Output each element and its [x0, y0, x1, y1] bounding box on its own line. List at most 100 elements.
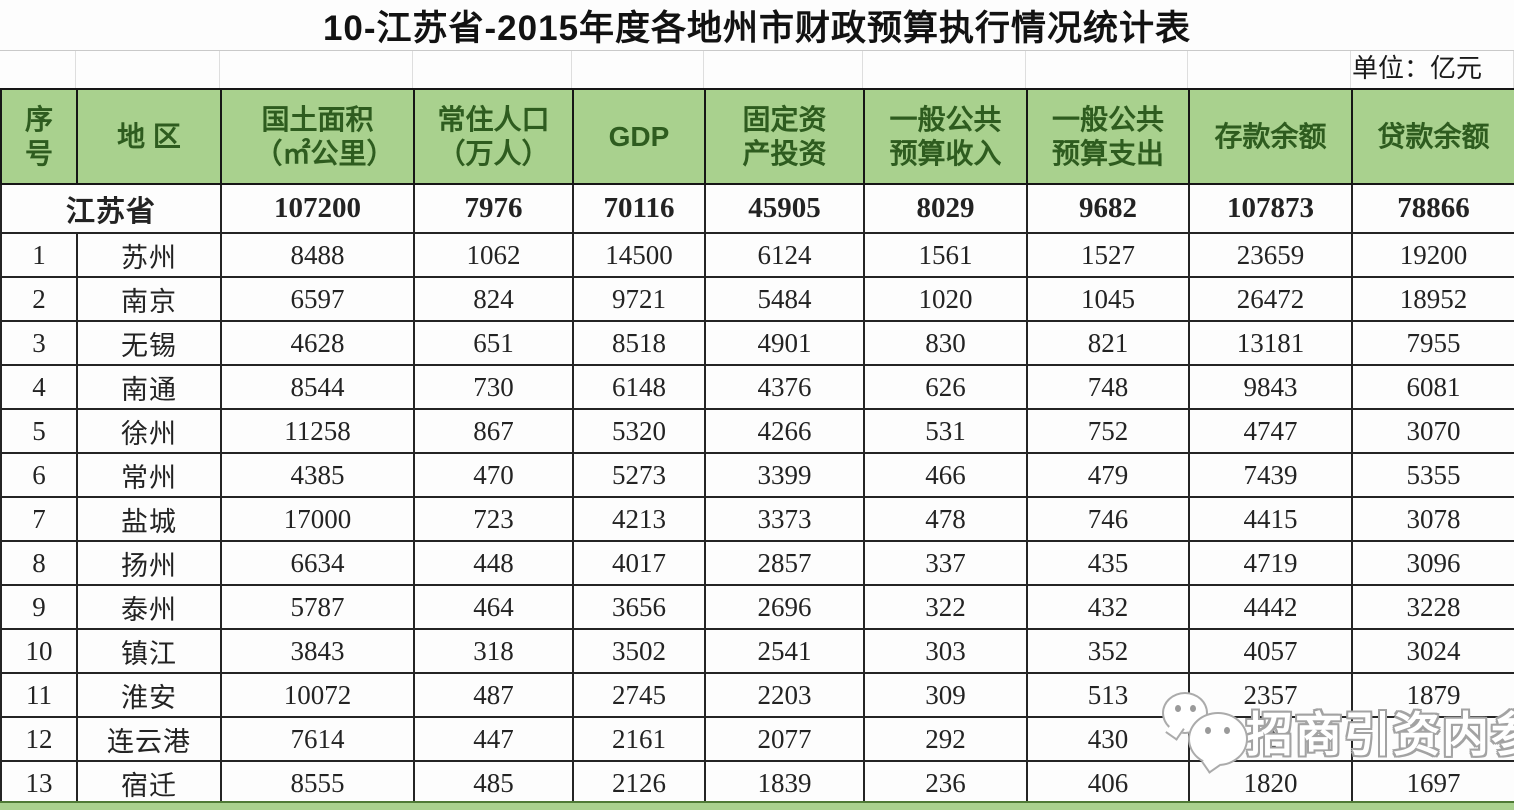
budget-table: 序号 地 区 国土面积（㎡公里） 常住人口（万人） GDP 固定资产投资 一般公…: [0, 88, 1514, 806]
value-cell: 6148: [572, 364, 706, 410]
value-cell: 8555: [220, 760, 415, 806]
value-cell: 107200: [220, 183, 415, 234]
value-cell: 8029: [863, 183, 1028, 234]
region-name: 南通: [76, 364, 222, 410]
bottom-green-strip: [0, 801, 1514, 810]
col-header-label: 国土面积（㎡公里）: [254, 103, 395, 169]
region-name: 泰州: [76, 584, 222, 630]
value-cell: 4266: [704, 408, 865, 454]
region-name: 连云港: [76, 716, 222, 762]
summary-row: 江苏省 107200 7976 70116 45905 8029 9682 10…: [0, 183, 1514, 234]
col-header-budget-expenditure: 一般公共预算支出: [1026, 88, 1190, 185]
value-cell: 11258: [220, 408, 415, 454]
table-row: 11 淮安 10072 487 2745 2203 309 513 2357 1…: [0, 672, 1514, 718]
value-cell: 4057: [1188, 628, 1353, 674]
value-cell: 1561: [863, 232, 1028, 278]
value-cell: 430: [1026, 716, 1190, 762]
value-cell: 2077: [704, 716, 865, 762]
value-cell: 8544: [220, 364, 415, 410]
col-header-label: 贷款余额: [1377, 120, 1490, 152]
value-cell: 748: [1026, 364, 1190, 410]
value-cell: 1697: [1351, 760, 1514, 806]
value-cell: 867: [413, 408, 574, 454]
value-cell: 626: [863, 364, 1028, 410]
value-cell: 4719: [1188, 540, 1353, 586]
row-number: 13: [0, 760, 78, 806]
value-cell: 2857: [704, 540, 865, 586]
value-cell: 406: [1026, 760, 1190, 806]
page-title: 10-江苏省-2015年度各地州市财政预算执行情况统计表: [322, 8, 1192, 48]
table-row: 3 无锡 4628 651 8518 4901 830 821 13181 79…: [0, 320, 1514, 366]
value-cell: 4901: [704, 320, 865, 366]
value-cell: 5484: [704, 276, 865, 322]
value-cell: 1020: [863, 276, 1028, 322]
value-cell: 478: [863, 496, 1028, 542]
value-cell: 23659: [1188, 232, 1353, 278]
value-cell: 7976: [413, 183, 574, 234]
value-cell: 746: [1026, 496, 1190, 542]
table-row: 9 泰州 5787 464 3656 2696 322 432 4442 322…: [0, 584, 1514, 630]
table-row: 10 镇江 3843 318 3502 2541 303 352 4057 30…: [0, 628, 1514, 674]
value-cell: 824: [413, 276, 574, 322]
col-header-label: 一般公共预算收入: [889, 103, 1002, 169]
value-cell: 7955: [1351, 320, 1514, 366]
value-cell: 318: [413, 628, 574, 674]
col-header-deposit-balance: 存款余额: [1188, 88, 1353, 185]
table-row: 1 苏州 8488 1062 14500 6124 1561 1527 2365…: [0, 232, 1514, 278]
table-body: 江苏省 107200 7976 70116 45905 8029 9682 10…: [0, 183, 1514, 806]
value-cell: 1839: [704, 760, 865, 806]
region-name: 常州: [76, 452, 222, 498]
value-cell: 6081: [1351, 364, 1514, 410]
row-number: 9: [0, 584, 78, 630]
value-cell: 13181: [1188, 320, 1353, 366]
grid-line: [704, 51, 863, 88]
row-number: 3: [0, 320, 78, 366]
value-cell: 3228: [1351, 584, 1514, 630]
value-cell: 3024: [1351, 628, 1514, 674]
value-cell: 1820: [1188, 760, 1353, 806]
value-cell: 752: [1026, 408, 1190, 454]
region-name: 南京: [76, 276, 222, 322]
region-name: 江苏省: [0, 183, 222, 234]
value-cell: 487: [413, 672, 574, 718]
unit-band: 单位：亿元: [0, 50, 1514, 88]
row-number: 2: [0, 276, 78, 322]
value-cell: 7439: [1188, 452, 1353, 498]
value-cell: 1045: [1026, 276, 1190, 322]
value-cell: 5787: [220, 584, 415, 630]
col-header-loan-balance: 贷款余额: [1351, 88, 1514, 185]
value-cell: 1062: [413, 232, 574, 278]
value-cell: 4747: [1188, 408, 1353, 454]
value-cell: 4213: [572, 496, 706, 542]
value-cell: 447: [413, 716, 574, 762]
unit-label: 单位：亿元: [1351, 53, 1482, 83]
value-cell: 8488: [220, 232, 415, 278]
row-number: 4: [0, 364, 78, 410]
value-cell: 5273: [572, 452, 706, 498]
value-cell: 464: [413, 584, 574, 630]
value-cell: 5355: [1351, 452, 1514, 498]
value-cell: 78866: [1351, 183, 1514, 234]
region-name: 无锡: [76, 320, 222, 366]
value-cell: 485: [413, 760, 574, 806]
header-row: 序号 地 区 国土面积（㎡公里） 常住人口（万人） GDP 固定资产投资 一般公…: [0, 88, 1514, 185]
col-header-gdp: GDP: [572, 88, 706, 185]
value-cell: 3502: [572, 628, 706, 674]
value-cell: 3070: [1351, 408, 1514, 454]
col-header-population: 常住人口（万人）: [413, 88, 574, 185]
table-row: 8 扬州 6634 448 4017 2857 337 435 4719 309…: [0, 540, 1514, 586]
value-cell: 7614: [220, 716, 415, 762]
value-cell: 292: [863, 716, 1028, 762]
value-cell: 236: [863, 760, 1028, 806]
value-cell: 45905: [704, 183, 865, 234]
value-cell: 6634: [220, 540, 415, 586]
grid-line: [1188, 51, 1351, 88]
value-cell: 19200: [1351, 232, 1514, 278]
col-header-label: 存款余额: [1214, 120, 1327, 152]
value-cell: 479: [1026, 452, 1190, 498]
value-cell: 4376: [704, 364, 865, 410]
grid-line: [0, 51, 76, 88]
col-header-region: 地 区: [76, 88, 222, 185]
value-cell: 4385: [220, 452, 415, 498]
value-cell: 10072: [220, 672, 415, 718]
